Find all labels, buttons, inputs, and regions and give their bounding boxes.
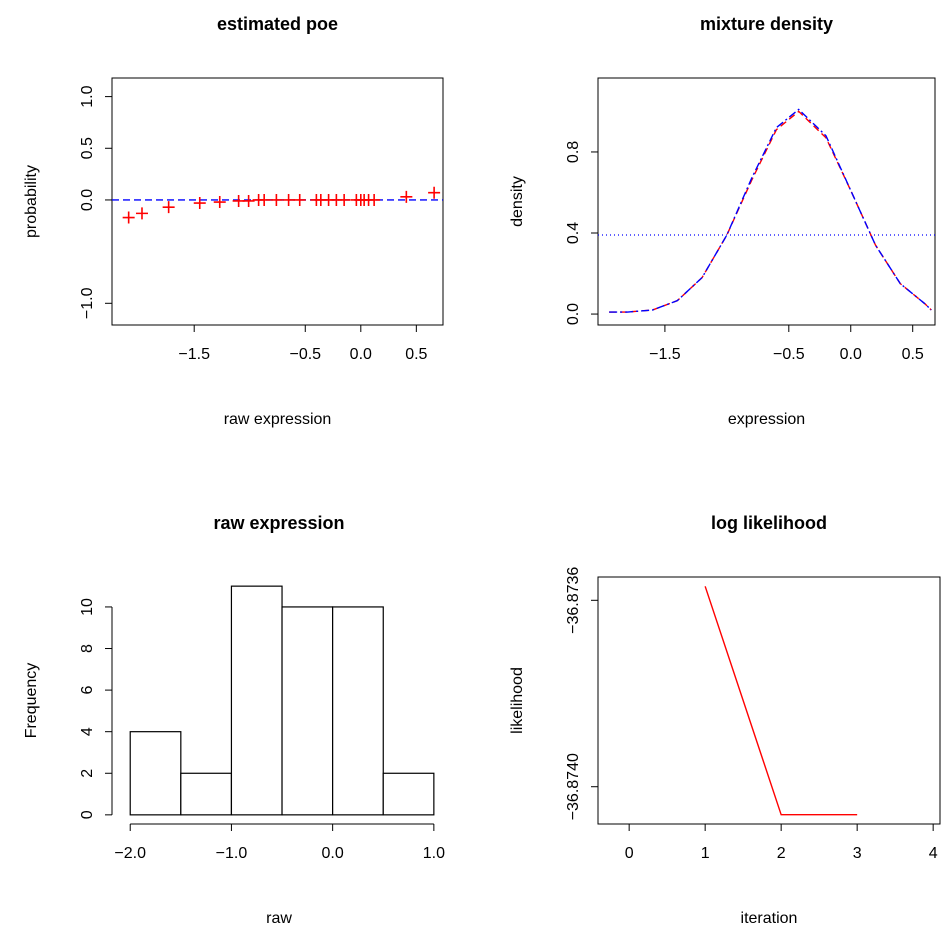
bar (332, 606, 384, 816)
y-tick-label: 1.0 (79, 85, 96, 107)
x-axis-label: raw (266, 910, 292, 927)
x-tick-label: 3 (853, 845, 862, 862)
point (270, 193, 283, 206)
x-tick-label: 0.0 (840, 346, 862, 363)
x-tick-label: −1.5 (178, 346, 210, 363)
y-axis-label: probability (23, 165, 40, 238)
x-tick-label: −1.0 (216, 845, 248, 862)
panel-title: raw expression (213, 513, 344, 533)
x-tick-label: −1.5 (649, 346, 681, 363)
point (400, 190, 413, 203)
y-tick-label: −36.8736 (565, 567, 582, 634)
x-tick-label: 0.5 (902, 346, 924, 363)
y-tick-label: 10 (79, 598, 96, 616)
plot-box (597, 576, 941, 825)
series-line (704, 586, 858, 816)
y-tick-label: −36.8740 (565, 753, 582, 820)
panel-title: log likelihood (711, 513, 827, 533)
x-tick-label: 0.0 (322, 845, 344, 862)
y-tick-label: −1.0 (79, 287, 96, 319)
x-tick-label: −0.5 (773, 346, 805, 363)
bar (180, 772, 233, 816)
point (368, 193, 381, 206)
y-axis-label: likelihood (509, 667, 526, 734)
point (428, 186, 441, 199)
x-axis-label: raw expression (224, 411, 332, 428)
x-tick-label: −0.5 (289, 346, 321, 363)
y-tick-label: 2 (79, 769, 96, 778)
x-tick-label: −2.0 (114, 845, 146, 862)
point (338, 193, 351, 206)
x-axis-label: iteration (741, 910, 798, 927)
point (193, 197, 206, 210)
point (213, 196, 226, 209)
bar (382, 772, 435, 816)
bar (129, 731, 182, 816)
y-tick-label: 4 (79, 727, 96, 736)
x-tick-label: 0.0 (350, 346, 372, 363)
y-tick-label: 8 (79, 644, 96, 653)
point (162, 201, 175, 214)
y-axis-label: Frequency (23, 663, 40, 739)
y-tick-label: 0.0 (565, 303, 582, 325)
panel-title: estimated poe (217, 14, 338, 34)
x-tick-label: 4 (929, 845, 938, 862)
y-tick-label: 0.4 (565, 222, 582, 244)
x-axis-label: expression (728, 411, 805, 428)
x-tick-label: 2 (777, 845, 786, 862)
y-tick-label: 6 (79, 686, 96, 695)
point (122, 211, 135, 224)
plot-box (597, 77, 936, 326)
y-axis-label: density (509, 176, 526, 227)
bar (281, 606, 334, 816)
series-line (609, 108, 932, 313)
point (242, 194, 255, 207)
x-tick-label: 1.0 (423, 845, 445, 862)
bar (230, 585, 283, 816)
point (258, 193, 271, 206)
x-tick-label: 0 (625, 845, 634, 862)
point (282, 193, 295, 206)
y-tick-label: 0.0 (79, 189, 96, 211)
series-line (609, 110, 932, 313)
y-tick-label: 0 (79, 810, 96, 819)
point (293, 193, 306, 206)
x-tick-label: 1 (701, 845, 710, 862)
plot-box (111, 77, 444, 326)
point (135, 207, 148, 220)
y-tick-label: 0.8 (565, 141, 582, 163)
panel-title: mixture density (700, 14, 833, 34)
x-tick-label: 0.5 (405, 346, 427, 363)
y-tick-label: 0.5 (79, 137, 96, 159)
